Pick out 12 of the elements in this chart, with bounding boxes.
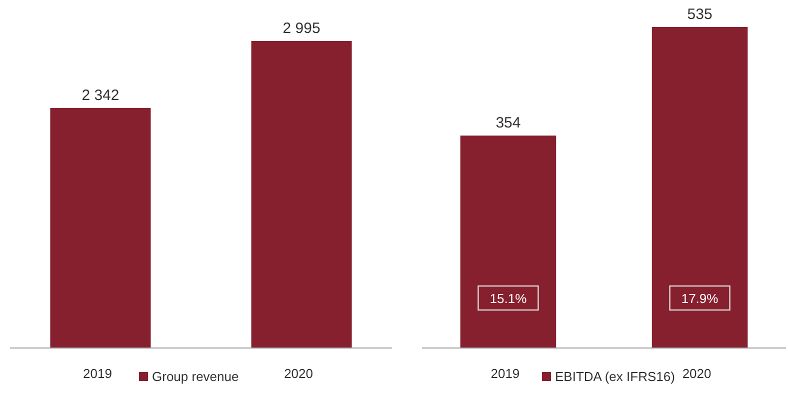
x-tick-label: 2019 <box>83 366 112 381</box>
data-label: 535 <box>687 6 712 23</box>
x-tick-label: 2019 <box>490 366 520 381</box>
legend-label: EBITDA (ex IFRS16) <box>555 369 675 384</box>
annotation: 15.1% <box>490 291 528 306</box>
legend-label: Group revenue <box>152 369 239 384</box>
annotation: 17.9% <box>681 291 719 306</box>
x-tick-label: 2020 <box>284 366 313 381</box>
x-tick-label: 2020 <box>682 366 712 381</box>
data-label: 2 995 <box>282 20 320 37</box>
data-label: 2 342 <box>82 86 120 104</box>
data-label: 354 <box>496 114 521 132</box>
